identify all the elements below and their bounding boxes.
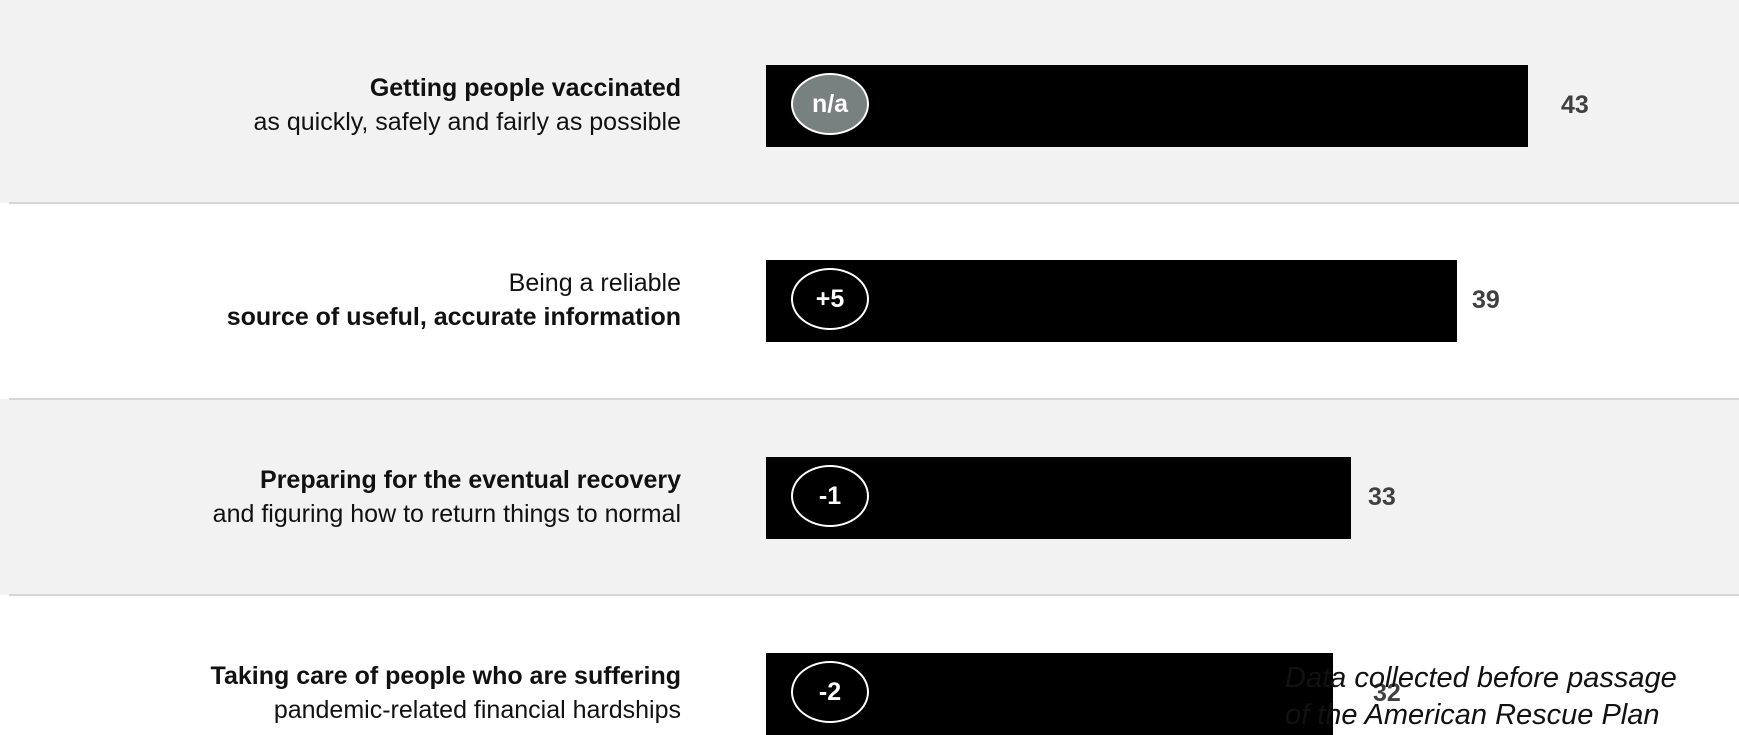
change-badge: +5 bbox=[791, 268, 869, 330]
bar: -1 bbox=[766, 457, 1351, 539]
category-label-bold: Getting people vaccinated bbox=[369, 74, 681, 102]
bar: -2 bbox=[766, 653, 1333, 735]
category-label: Getting people vaccinated as quickly, saf… bbox=[0, 71, 681, 139]
bar: +5 bbox=[766, 260, 1457, 342]
change-badge-na: n/a bbox=[791, 73, 869, 135]
bar: n/a bbox=[766, 65, 1528, 147]
change-badge: -1 bbox=[791, 465, 869, 527]
chart-annotation: Data collected before passage of the Ame… bbox=[1285, 660, 1739, 734]
annotation-line-1: Data collected before passage bbox=[1285, 662, 1677, 694]
category-label-plain: pandemic-related financial hardships bbox=[273, 696, 681, 724]
category-label-plain: as quickly, safely and fairly as possibl… bbox=[253, 108, 681, 136]
category-label-bold: Preparing for the eventual recovery bbox=[260, 466, 681, 494]
row-divider bbox=[9, 594, 1739, 596]
category-label: Taking care of people who are suffering p… bbox=[0, 659, 681, 727]
row-divider bbox=[9, 202, 1739, 204]
category-label: Preparing for the eventual recovery and f… bbox=[0, 463, 681, 531]
category-label: Being a reliable source of useful, accura… bbox=[0, 266, 681, 334]
bar-value-label: 43 bbox=[1561, 91, 1589, 119]
bar-value-label: 33 bbox=[1368, 483, 1396, 511]
bar-value-label: 39 bbox=[1472, 286, 1500, 314]
annotation-line-2: of the American Rescue Plan bbox=[1285, 699, 1660, 731]
category-label-plain: Being a reliable bbox=[508, 269, 681, 297]
category-label-bold: source of useful, accurate information bbox=[226, 303, 681, 331]
change-badge: -2 bbox=[791, 661, 869, 723]
bar-value-label: 32 bbox=[1373, 679, 1401, 707]
category-label-plain: and figuring how to return things to nor… bbox=[212, 500, 681, 528]
category-label-bold: Taking care of people who are suffering bbox=[210, 662, 681, 690]
row-divider bbox=[9, 398, 1739, 400]
